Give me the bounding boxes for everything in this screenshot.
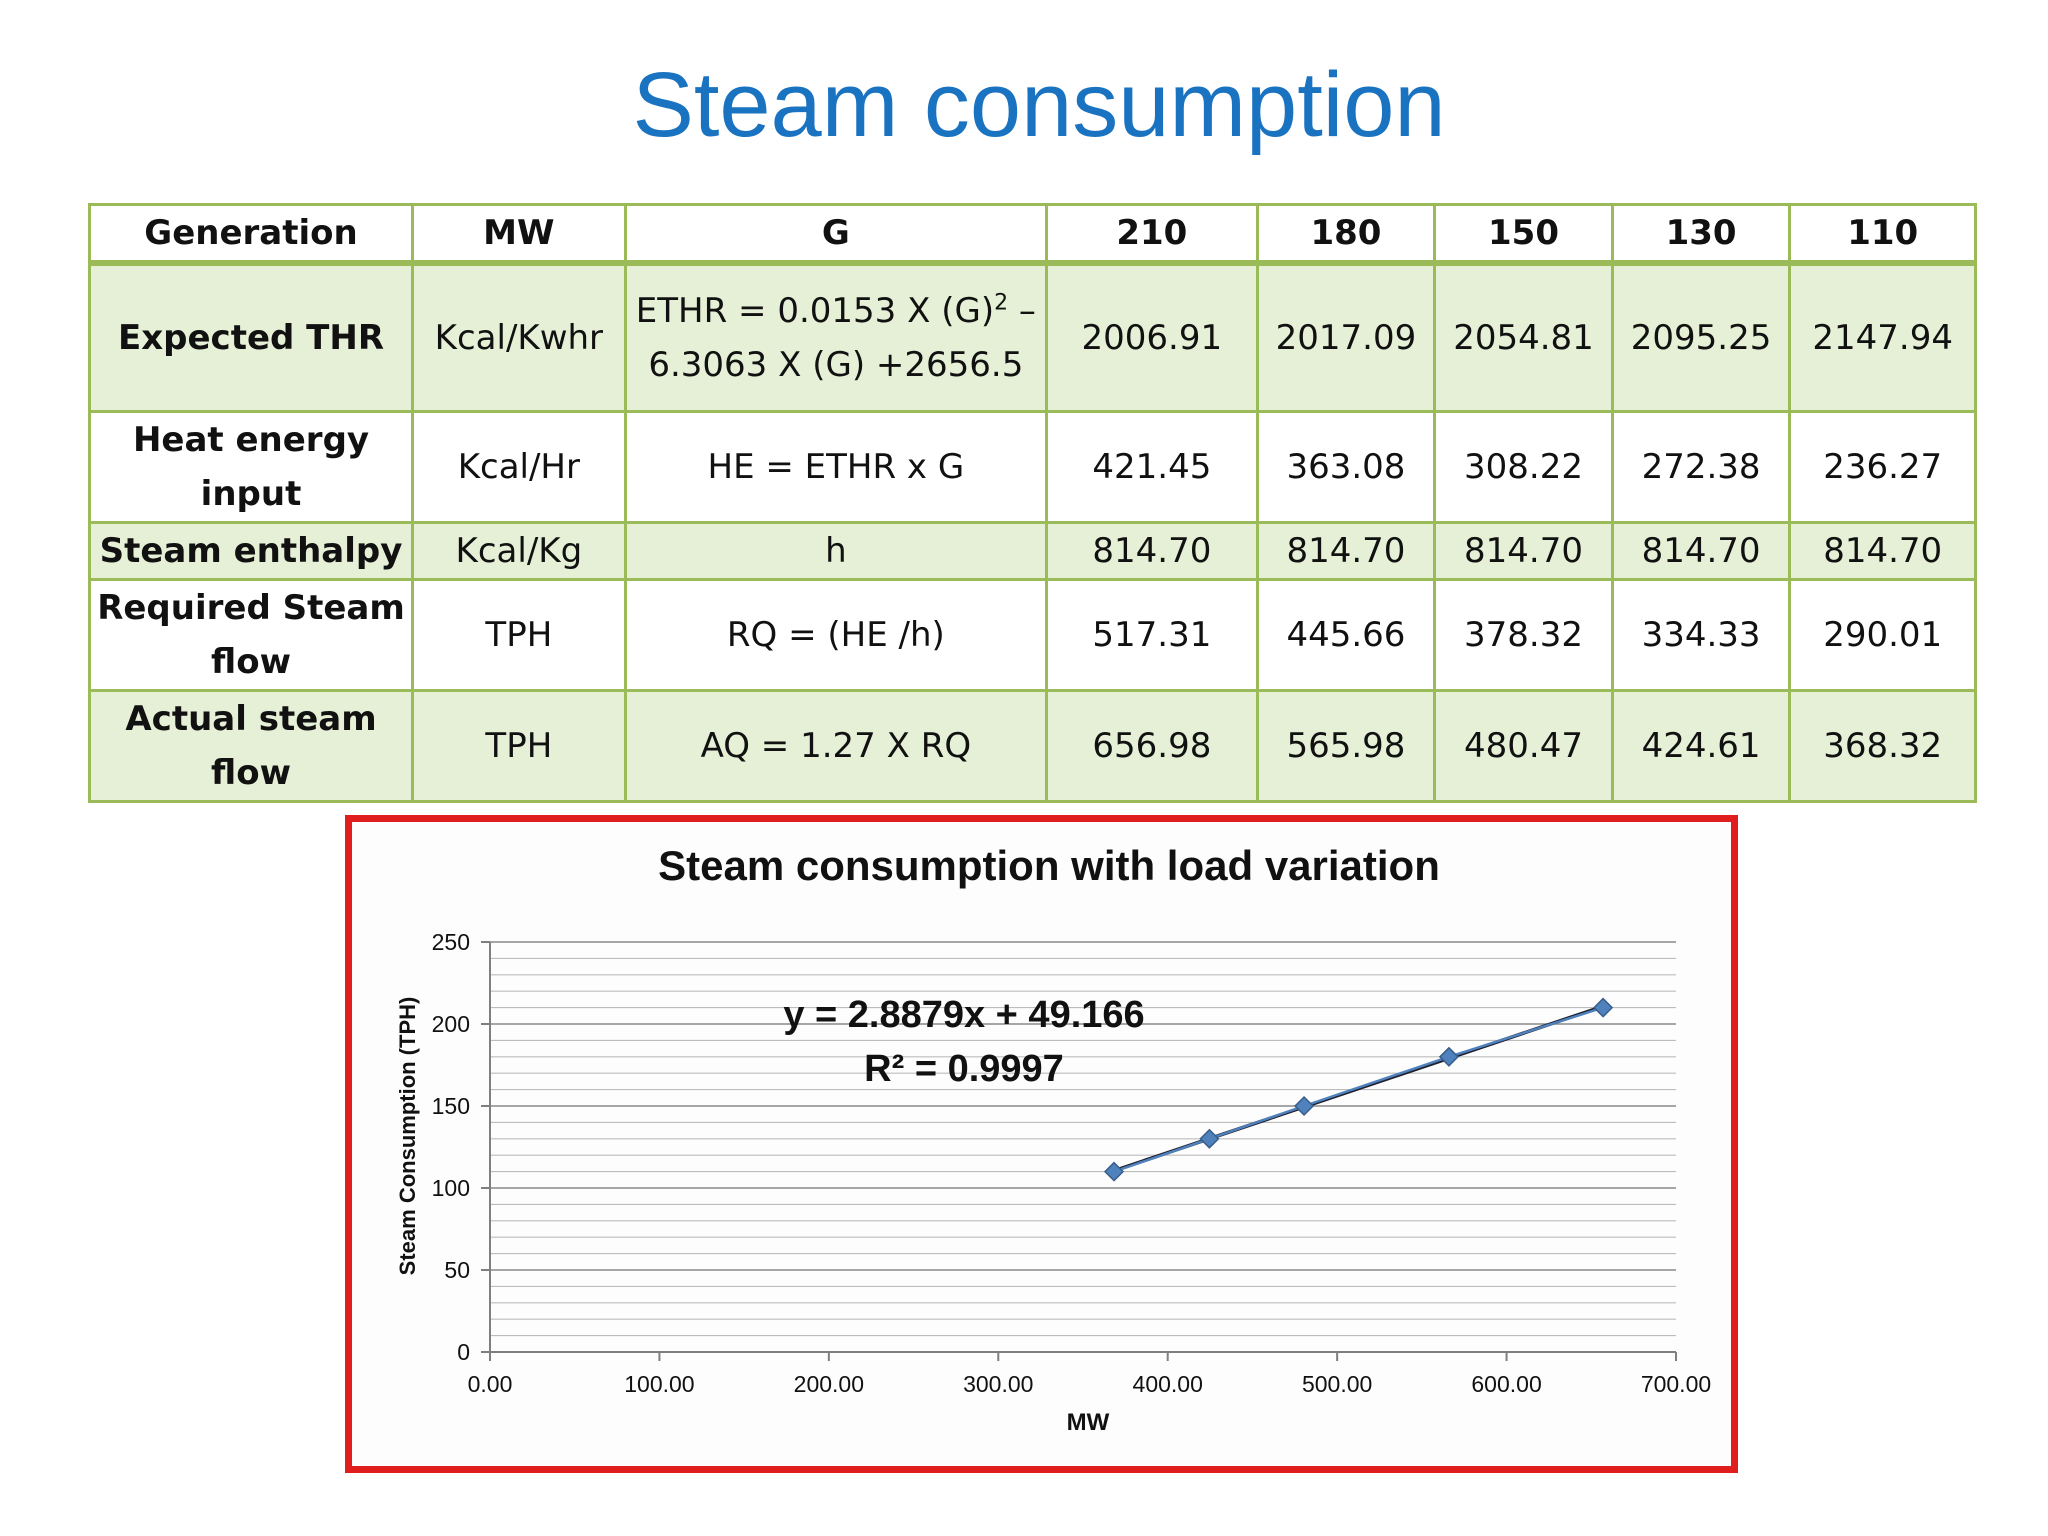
x-tick-label: 300.00 <box>963 1371 1033 1397</box>
table-row: Required Steam flow TPH RQ = (HE /h) 517… <box>87 577 1977 692</box>
row-label: Actual steam flow <box>87 688 415 803</box>
formula-superscript: 2 <box>994 290 1009 316</box>
value-cell: 421.45 <box>1045 409 1259 524</box>
row-label: Steam enthalpy <box>87 520 415 581</box>
chart-trendline-layer <box>1113 1004 1604 1173</box>
value-cell: 368.32 <box>1788 688 1977 803</box>
value-cell: 2095.25 <box>1610 261 1792 413</box>
header-cell: 110 <box>1788 203 1977 266</box>
value-cell: 334.33 <box>1610 577 1792 692</box>
formula-text: 6.3063 X (G) +2656.5 <box>648 344 1024 385</box>
data-point <box>1103 1161 1125 1182</box>
y-tick-label: 50 <box>444 1257 470 1283</box>
value-cell: 814.70 <box>1433 520 1614 581</box>
formula-cell: h <box>623 520 1049 581</box>
value-cell: 2006.91 <box>1045 261 1259 413</box>
chart-points <box>1103 997 1614 1182</box>
value-cell: 2147.94 <box>1788 261 1977 413</box>
trendline-r-squared: R² = 0.9997 <box>864 1048 1064 1090</box>
value-cell: 814.70 <box>1255 520 1437 581</box>
value-cell: 290.01 <box>1788 577 1977 692</box>
header-cell: MW <box>411 203 627 266</box>
x-axis-label: MW <box>1067 1409 1110 1436</box>
table-row: Actual steam flow TPH AQ = 1.27 X RQ 656… <box>87 688 1977 803</box>
value-cell: 272.38 <box>1610 409 1792 524</box>
table-row: Heat energy input Kcal/Hr HE = ETHR x G … <box>87 409 1977 524</box>
value-cell: 236.27 <box>1788 409 1977 524</box>
x-tick-label: 200.00 <box>794 1371 864 1397</box>
formula-cell: HE = ETHR x G <box>623 409 1049 524</box>
unit-cell: Kcal/Kwhr <box>411 261 627 413</box>
header-cell: G <box>623 203 1049 266</box>
value-cell: 814.70 <box>1610 520 1792 581</box>
table-row: Expected THR Kcal/Kwhr ETHR = 0.0153 X (… <box>87 261 1977 413</box>
header-cell: Generation <box>87 203 415 266</box>
value-cell: 363.08 <box>1255 409 1437 524</box>
slide-title: Steam consumption <box>632 54 1446 156</box>
steam-chart: Steam consumption with load variation 0 5… <box>395 842 1712 1436</box>
y-tick-label: 100 <box>432 1175 470 1201</box>
unit-cell: TPH <box>411 688 627 803</box>
header-cell: 180 <box>1255 203 1437 266</box>
value-cell: 480.47 <box>1433 688 1614 803</box>
value-cell: 2054.81 <box>1433 261 1614 413</box>
data-point <box>1293 1095 1315 1117</box>
y-tick-label: 200 <box>432 1011 470 1037</box>
value-cell: 445.66 <box>1255 577 1437 692</box>
header-cell: 130 <box>1610 203 1792 266</box>
row-label: Required Steam flow <box>87 577 415 692</box>
value-cell: 517.31 <box>1045 577 1259 692</box>
unit-cell: Kcal/Kg <box>411 520 627 581</box>
formula-cell: AQ = 1.27 X RQ <box>623 688 1049 803</box>
value-cell: 656.98 <box>1045 688 1259 803</box>
value-cell: 814.70 <box>1045 520 1259 581</box>
y-tick-label: 250 <box>432 929 470 955</box>
formula-text: ETHR = 0.0153 X (G) <box>635 290 995 331</box>
value-cell: 814.70 <box>1788 520 1977 581</box>
data-point <box>1438 1046 1459 1067</box>
data-point <box>1593 997 1614 1018</box>
value-cell: 308.22 <box>1433 409 1614 524</box>
y-tick-label: 0 <box>457 1339 470 1365</box>
row-label: Expected THR <box>87 261 415 413</box>
data-point <box>1199 1128 1220 1149</box>
x-tick-label: 700.00 <box>1641 1371 1711 1397</box>
trendline-equation: y = 2.8879x + 49.166 <box>783 994 1144 1036</box>
row-label: Heat energy input <box>87 409 415 524</box>
unit-cell: Kcal/Hr <box>411 409 627 524</box>
y-tick-label: 150 <box>432 1093 470 1119</box>
unit-cell: TPH <box>411 577 627 692</box>
value-cell: 424.61 <box>1610 688 1792 803</box>
value-cell: 378.32 <box>1433 577 1614 692</box>
table-row: Steam enthalpy Kcal/Kg h 814.70 814.70 8… <box>87 520 1977 581</box>
header-cell: 210 <box>1045 203 1259 266</box>
formula-text: – <box>1008 290 1036 331</box>
header-cell: 150 <box>1433 203 1614 266</box>
chart-grid <box>490 941 1676 1337</box>
table-header-row: Generation MW G 210 180 150 130 110 <box>87 203 1977 266</box>
chart-frame: Steam consumption with load variation 0 5… <box>345 815 1738 1473</box>
x-tick-label: 400.00 <box>1133 1371 1203 1397</box>
x-tick-label: 0.00 <box>468 1371 513 1397</box>
chart-axes: 0 50 100 150 200 250 0.00 100.00 200.00 300.00 400… <box>432 929 1712 1397</box>
formula-cell: ETHR = 0.0153 X (G)2 – 6.3063 X (G) +2656… <box>623 261 1049 413</box>
x-tick-label: 600.00 <box>1471 1371 1541 1397</box>
formula-cell: RQ = (HE /h) <box>623 577 1049 692</box>
x-tick-label: 100.00 <box>624 1371 694 1397</box>
steam-data-table: Generation MW G 210 180 150 130 110 Expe… <box>87 203 1977 803</box>
value-cell: 2017.09 <box>1255 261 1437 413</box>
chart-title: Steam consumption with load variation <box>658 842 1440 889</box>
y-axis-label: Steam Consumption (TPH) <box>395 997 420 1276</box>
x-tick-label: 500.00 <box>1302 1371 1372 1397</box>
value-cell: 565.98 <box>1255 688 1437 803</box>
